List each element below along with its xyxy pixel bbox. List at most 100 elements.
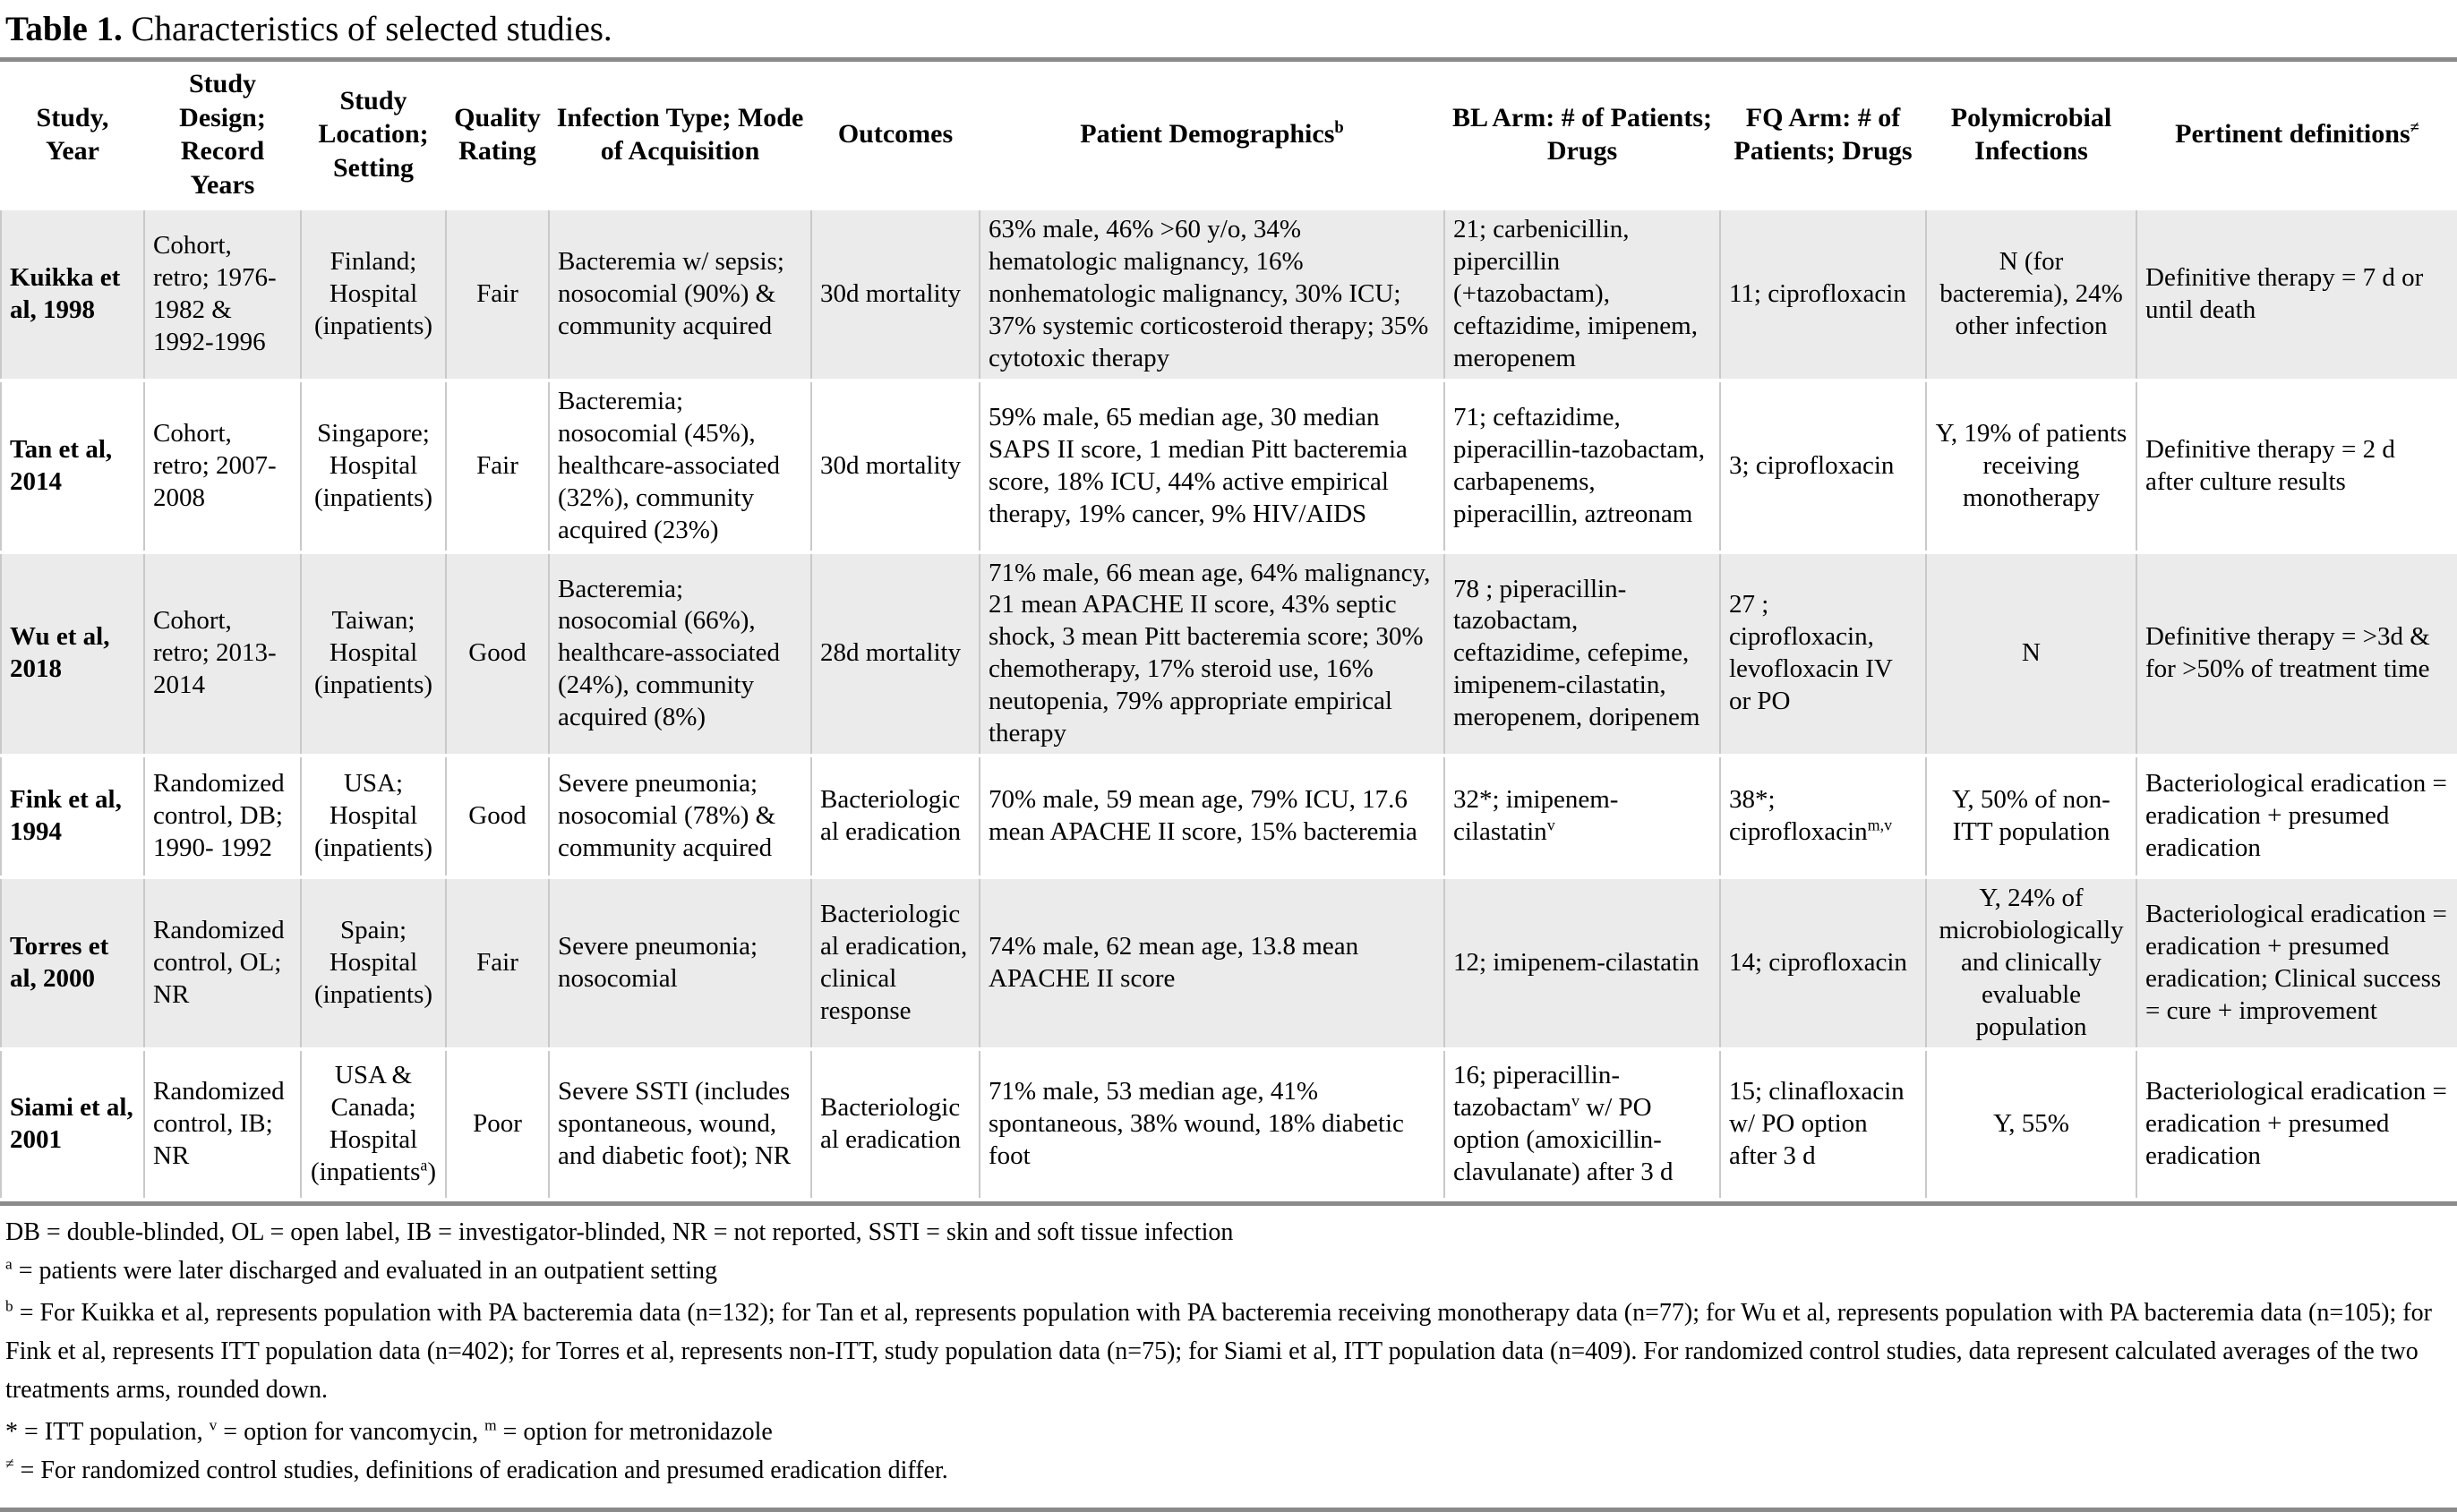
cell-location: Taiwan; Hospital (inpatients) bbox=[300, 550, 447, 758]
superscript: a bbox=[5, 1255, 13, 1273]
table-title-text: Characteristics of selected studies. bbox=[122, 10, 612, 48]
studies-table: Study, Year Study Design; Record Years S… bbox=[0, 62, 2457, 1202]
cell-design: Randomized control, DB; 1990- 1992 bbox=[143, 754, 302, 880]
superscript: ≠ bbox=[5, 1455, 14, 1473]
cell-location: USA & Canada; Hospital (inpatientsa) bbox=[300, 1047, 447, 1202]
cell-bl-arm: 12; imipenem-cilastatin bbox=[1443, 876, 1721, 1052]
footnote-abbreviations: DB = double-blinded, OL = open label, IB… bbox=[5, 1218, 1234, 1247]
superscript: v bbox=[1571, 1091, 1580, 1110]
table-row-fink: Fink et al, 1994 Randomized control, DB;… bbox=[0, 754, 2457, 880]
superscript: m bbox=[484, 1416, 497, 1434]
cell-fq-arm: 38*; ciprofloxacinm,v bbox=[1719, 754, 1927, 880]
cell-location: Singapore; Hospital (inpatients) bbox=[300, 378, 447, 554]
cell-quality: Poor bbox=[445, 1047, 550, 1202]
cell-quality: Good bbox=[445, 754, 550, 880]
cell-fq-arm: 3; ciprofloxacin bbox=[1719, 378, 1927, 554]
cell-infection: Bacteremia w/ sepsis; nosocomial (90%) &… bbox=[548, 207, 812, 382]
cell-fq-arm: 27 ; ciprofloxacin, levofloxacin IV or P… bbox=[1719, 550, 1927, 758]
superscript: m,v bbox=[1867, 816, 1893, 834]
cell-outcomes: Bacteriological eradication, clinical re… bbox=[810, 876, 980, 1052]
cell-polymicrobial: N (for bacteremia), 24% other infection bbox=[1925, 207, 2137, 382]
footnotes: DB = double-blinded, OL = open label, IB… bbox=[0, 1206, 2457, 1501]
cell-design: Cohort, retro; 1976-1982 & 1992-1996 bbox=[143, 207, 302, 382]
cell-design: Cohort, retro; 2013-2014 bbox=[143, 550, 302, 758]
cell-location: Finland; Hospital (inpatients) bbox=[300, 207, 447, 382]
table-title-label: Table 1. bbox=[5, 10, 123, 48]
table-row-torres: Torres et al, 2000 Randomized control, O… bbox=[0, 876, 2457, 1052]
column-header-polymicrobial: Polymicrobial Infections bbox=[1926, 62, 2136, 209]
top-divider bbox=[0, 57, 2457, 62]
cell-study-year: Fink et al, 1994 bbox=[0, 754, 145, 880]
table-row-kuikka: Kuikka et al, 1998 Cohort, retro; 1976-1… bbox=[0, 207, 2457, 382]
cell-polymicrobial: Y, 55% bbox=[1925, 1047, 2137, 1202]
cell-infection: Bacteremia; nosocomial (66%), healthcare… bbox=[548, 550, 812, 758]
column-header-fq-arm: FQ Arm: # of Patients; Drugs bbox=[1720, 62, 1926, 209]
cell-definitions: Bacteriological eradication = eradicatio… bbox=[2136, 754, 2457, 880]
cell-bl-arm: 71; ceftazidime, piperacillin-tazobactam… bbox=[1443, 378, 1721, 554]
cell-definitions: Definitive therapy = >3d & for >50% of t… bbox=[2136, 550, 2457, 758]
superscript: v bbox=[209, 1416, 218, 1434]
table-row-siami: Siami et al, 2001 Randomized control, IB… bbox=[0, 1047, 2457, 1202]
cell-fq-arm: 14; ciprofloxacin bbox=[1719, 876, 1927, 1052]
cell-bl-arm: 78 ; piperacillin-tazobactam, ceftazidim… bbox=[1443, 550, 1721, 758]
cell-quality: Fair bbox=[445, 876, 550, 1052]
cell-bl-arm: 32*; imipenem-cilastatinv bbox=[1443, 754, 1721, 880]
cell-outcomes: Bacteriological eradication bbox=[810, 1047, 980, 1202]
cell-quality: Fair bbox=[445, 207, 550, 382]
superscript: b bbox=[1334, 118, 1344, 138]
table-row-tan: Tan et al, 2014 Cohort, retro; 2007-2008… bbox=[0, 378, 2457, 554]
column-header-demographics: Patient Demographicsb bbox=[980, 62, 1444, 209]
superscript: a bbox=[420, 1156, 428, 1175]
cell-demographics: 59% male, 65 median age, 30 median SAPS … bbox=[979, 378, 1445, 554]
cell-bl-arm: 16; piperacillin-tazobactamv w/ PO optio… bbox=[1443, 1047, 1721, 1202]
cell-design: Randomized control, IB; NR bbox=[143, 1047, 302, 1202]
cell-outcomes: Bacteriological eradication bbox=[810, 754, 980, 880]
cell-location: USA; Hospital (inpatients) bbox=[300, 754, 447, 880]
cell-definitions: Bacteriological eradication = eradicatio… bbox=[2136, 876, 2457, 1052]
cell-infection: Severe SSTI (includes spontaneous, wound… bbox=[548, 1047, 812, 1202]
header-row: Study, Year Study Design; Record Years S… bbox=[1, 62, 2457, 209]
cell-infection: Severe pneumonia; nosocomial bbox=[548, 876, 812, 1052]
cell-polymicrobial: Y, 50% of non-ITT population bbox=[1925, 754, 2137, 880]
footnote-neq: ≠ = For randomized control studies, defi… bbox=[5, 1455, 948, 1484]
cell-definitions: Bacteriological eradication = eradicatio… bbox=[2136, 1047, 2457, 1202]
cell-quality: Good bbox=[445, 550, 550, 758]
cell-study-year: Wu et al, 2018 bbox=[0, 550, 145, 758]
cell-bl-arm: 21; carbenicillin, pipercillin (+tazobac… bbox=[1443, 207, 1721, 382]
column-header-study-year: Study, Year bbox=[1, 62, 144, 209]
bottom-divider bbox=[0, 1507, 2457, 1512]
superscript: v bbox=[1546, 816, 1555, 834]
cell-study-year: Siami et al, 2001 bbox=[0, 1047, 145, 1202]
column-header-location: Study Location; Setting bbox=[301, 62, 446, 209]
cell-polymicrobial: Y, 19% of patients receiving monotherapy bbox=[1925, 378, 2137, 554]
cell-study-year: Tan et al, 2014 bbox=[0, 378, 145, 554]
cell-demographics: 70% male, 59 mean age, 79% ICU, 17.6 mea… bbox=[979, 754, 1445, 880]
cell-fq-arm: 15; clinafloxacin w/ PO option after 3 d bbox=[1719, 1047, 1927, 1202]
column-header-infection: Infection Type; Mode of Acquisition bbox=[549, 62, 811, 209]
cell-design: Cohort, retro; 2007-2008 bbox=[143, 378, 302, 554]
table-bottom-divider bbox=[0, 1201, 2457, 1207]
footnote-symbols: * = ITT population, v = option for vanco… bbox=[5, 1416, 773, 1446]
footnote-a: a = patients were later discharged and e… bbox=[5, 1255, 718, 1285]
cell-outcomes: 28d mortality bbox=[810, 550, 980, 758]
column-header-quality: Quality Rating bbox=[446, 62, 549, 209]
cell-demographics: 74% male, 62 mean age, 13.8 mean APACHE … bbox=[979, 876, 1445, 1052]
cell-design: Randomized control, OL; NR bbox=[143, 876, 302, 1052]
cell-quality: Fair bbox=[445, 378, 550, 554]
cell-polymicrobial: N bbox=[1925, 550, 2137, 758]
cell-study-year: Torres et al, 2000 bbox=[0, 876, 145, 1052]
cell-demographics: 71% male, 66 mean age, 64% malignancy, 2… bbox=[979, 550, 1445, 758]
cell-outcomes: 30d mortality bbox=[810, 378, 980, 554]
cell-demographics: 71% male, 53 median age, 41% spontaneous… bbox=[979, 1047, 1445, 1202]
cell-polymicrobial: Y, 24% of microbiologically and clinical… bbox=[1925, 876, 2137, 1052]
superscript: ≠ bbox=[2410, 118, 2419, 138]
cell-location: Spain; Hospital (inpatients) bbox=[300, 876, 447, 1052]
footnote-b: b = For Kuikka et al, represents populat… bbox=[5, 1297, 2432, 1405]
table-row-wu: Wu et al, 2018 Cohort, retro; 2013-2014 … bbox=[0, 550, 2457, 758]
cell-definitions: Definitive therapy = 2 d after culture r… bbox=[2136, 378, 2457, 554]
cell-study-year: Kuikka et al, 1998 bbox=[0, 207, 145, 382]
cell-outcomes: 30d mortality bbox=[810, 207, 980, 382]
cell-infection: Severe pneumonia; nosocomial (78%) & com… bbox=[548, 754, 812, 880]
column-header-outcomes: Outcomes bbox=[811, 62, 980, 209]
column-header-definitions: Pertinent definitions≠ bbox=[2136, 62, 2457, 209]
